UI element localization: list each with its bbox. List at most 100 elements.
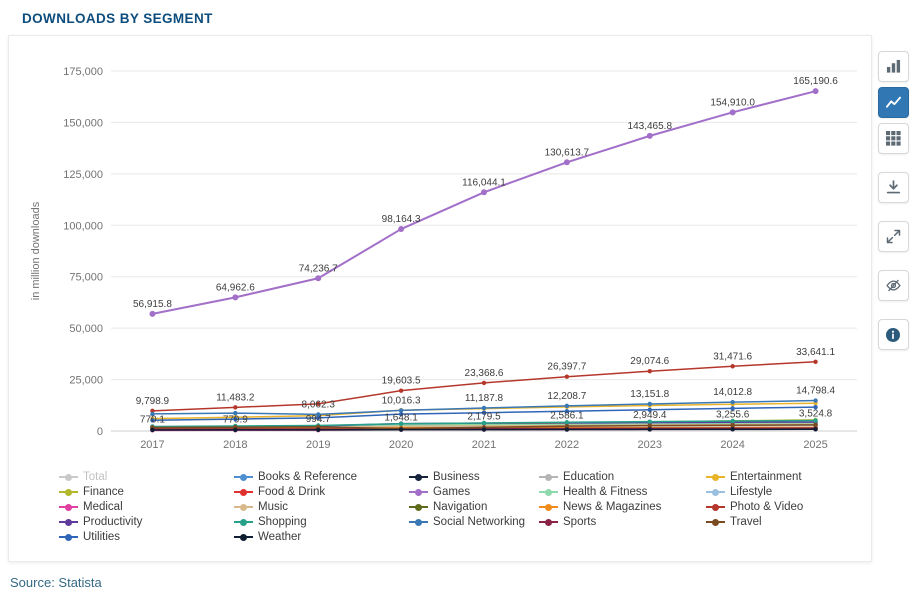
legend-item-navigation[interactable]: Navigation [409, 500, 539, 514]
data-point[interactable] [564, 409, 570, 414]
info-button[interactable] [877, 319, 909, 350]
data-point[interactable] [316, 412, 321, 417]
series-weather [150, 427, 818, 433]
data-point[interactable] [563, 159, 570, 166]
legend-label: Total [83, 471, 108, 483]
data-point[interactable] [316, 415, 321, 421]
legend-item-entertainment[interactable]: Entertainment [706, 470, 871, 484]
data-point[interactable] [647, 407, 652, 413]
legend-swatch-icon [59, 533, 78, 542]
legend-item-travel[interactable]: Travel [706, 515, 871, 529]
legend-item-social-networking[interactable]: Social Networking [409, 515, 539, 529]
data-point[interactable] [813, 404, 818, 410]
data-label: 130,613.7 [545, 147, 590, 158]
data-point[interactable] [647, 401, 652, 407]
data-point[interactable] [150, 427, 155, 433]
legend-swatch-icon [234, 488, 253, 497]
legend-item-education[interactable]: Education [539, 470, 706, 484]
data-point[interactable] [149, 310, 156, 317]
data-point[interactable] [730, 399, 735, 405]
data-point[interactable] [647, 427, 652, 432]
data-point[interactable] [481, 427, 487, 432]
legend-item-weather[interactable]: Weather [234, 530, 409, 544]
data-point[interactable] [150, 418, 155, 423]
data-point[interactable] [647, 419, 652, 424]
data-point[interactable] [232, 294, 239, 301]
data-point[interactable] [398, 388, 404, 393]
data-point[interactable] [646, 132, 653, 139]
legend-item-music[interactable]: Music [234, 500, 409, 514]
legend-item-sports[interactable]: Sports [539, 515, 706, 529]
bar-chart-button[interactable] [877, 51, 909, 82]
data-point[interactable] [812, 88, 819, 95]
y-tick-label: 175,000 [63, 66, 103, 78]
legend-item-news-magazines[interactable]: News & Magazines [539, 500, 706, 514]
data-point[interactable] [233, 427, 238, 433]
data-label: 26,397.7 [547, 362, 586, 373]
data-point[interactable] [481, 420, 487, 426]
data-point[interactable] [398, 427, 404, 432]
data-point[interactable] [233, 405, 238, 410]
line-chart-plot[interactable]: 0 25,000 50,000 75,000 100,000 125,000 150,000… [9, 36, 871, 466]
data-grid-button[interactable] [877, 123, 909, 154]
data-point[interactable] [730, 418, 735, 424]
data-point[interactable] [647, 368, 652, 374]
data-point[interactable] [315, 275, 322, 282]
data-point[interactable] [316, 427, 321, 433]
legend-item-productivity[interactable]: Productivity [59, 515, 234, 529]
source-link[interactable]: Source: Statista [10, 575, 102, 590]
data-point[interactable] [564, 423, 570, 429]
data-label: 154,910.0 [710, 97, 755, 108]
data-point[interactable] [730, 427, 735, 432]
legend-label: Entertainment [730, 471, 802, 483]
data-point[interactable] [730, 423, 735, 428]
data-point[interactable] [481, 380, 487, 386]
fullscreen-button[interactable] [877, 221, 909, 252]
data-point[interactable] [813, 427, 818, 432]
data-point[interactable] [564, 427, 570, 432]
data-point[interactable] [398, 411, 404, 417]
data-label: 64,962.6 [216, 282, 255, 293]
data-point[interactable] [233, 416, 238, 422]
data-point[interactable] [398, 226, 405, 233]
data-point[interactable] [813, 359, 818, 364]
data-point[interactable] [398, 408, 404, 413]
hide-button[interactable] [877, 270, 909, 301]
data-point[interactable] [316, 401, 321, 407]
legend-item-medical[interactable]: Medical [59, 500, 234, 514]
data-point[interactable] [813, 418, 818, 423]
data-point[interactable] [150, 408, 155, 414]
legend-item-games[interactable]: Games [409, 485, 539, 499]
legend-item-health-fitness[interactable]: Health & Fitness [539, 485, 706, 499]
data-point[interactable] [481, 189, 487, 196]
data-point[interactable] [481, 410, 487, 415]
legend-item-finance[interactable]: Finance [59, 485, 234, 499]
legend-item-books-reference[interactable]: Books & Reference [234, 470, 409, 484]
data-point[interactable] [729, 109, 736, 116]
data-point[interactable] [813, 422, 818, 428]
line-chart-button[interactable] [877, 87, 909, 118]
legend-item-total[interactable]: Total [59, 470, 234, 484]
data-point[interactable] [481, 405, 487, 411]
data-point[interactable] [564, 374, 570, 379]
legend-item-shopping[interactable]: Shopping [234, 515, 409, 529]
legend-label: Travel [730, 516, 762, 528]
data-point[interactable] [730, 364, 735, 369]
data-point[interactable] [150, 411, 155, 417]
legend-label: Photo & Video [730, 501, 804, 513]
legend-item-photo-video[interactable]: Photo & Video [706, 500, 871, 514]
data-point[interactable] [398, 421, 404, 426]
legend-swatch-icon [59, 518, 78, 527]
data-point[interactable] [564, 403, 570, 409]
data-point[interactable] [647, 423, 652, 428]
download-button[interactable] [877, 172, 909, 203]
data-point[interactable] [813, 398, 818, 403]
legend-item-utilities[interactable]: Utilities [59, 530, 234, 544]
legend-item-business[interactable]: Business [409, 470, 539, 484]
legend-item-lifestyle[interactable]: Lifestyle [706, 485, 871, 499]
data-point[interactable] [233, 410, 238, 416]
data-point[interactable] [564, 420, 570, 425]
data-label: 33,641.1 [796, 347, 835, 358]
legend-item-food-drink[interactable]: Food & Drink [234, 485, 409, 499]
data-point[interactable] [730, 406, 735, 411]
